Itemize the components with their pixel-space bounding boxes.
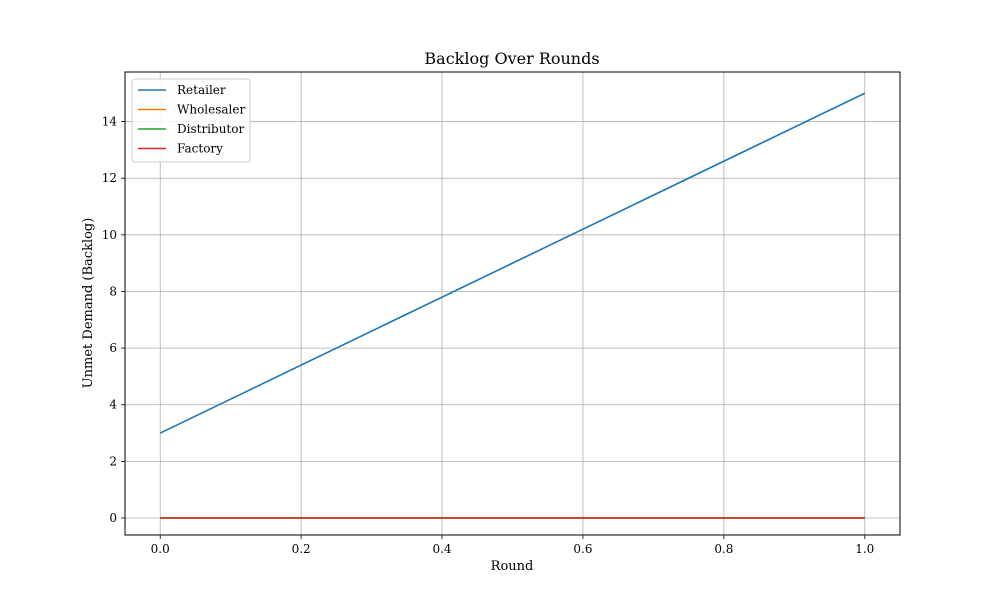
- x-tick-label: 0.6: [573, 542, 592, 556]
- y-axis-ticks: 0 2 4 6 8 10 12 14: [102, 115, 125, 525]
- series-line-retailer: [159, 92, 866, 434]
- legend-box: [131, 78, 251, 163]
- plot-frame: [124, 71, 901, 536]
- legend-label-wholesaler: Wholesaler: [177, 103, 245, 117]
- y-tick-label: 0: [109, 511, 117, 525]
- x-tick-label: 0.0: [151, 542, 170, 556]
- legend-label-factory: Factory: [177, 142, 223, 156]
- y-tick-label: 8: [109, 284, 117, 298]
- x-tick-label: 1.0: [855, 542, 874, 556]
- x-axis-label: Round: [491, 559, 534, 574]
- series-lines: [159, 92, 866, 519]
- x-tick-label: 0.8: [714, 542, 733, 556]
- grid: [125, 72, 900, 535]
- x-axis-ticks: 0.0 0.2 0.4 0.6 0.8 1.0: [151, 535, 874, 556]
- y-tick-label: 2: [109, 454, 117, 468]
- legend: Retailer Wholesaler Distributor Factory: [131, 78, 251, 163]
- x-tick-label: 0.2: [292, 542, 311, 556]
- y-axis-label: Unmet Demand (Backlog): [81, 218, 96, 389]
- y-tick-label: 4: [109, 398, 117, 412]
- y-tick-label: 12: [102, 171, 117, 185]
- y-tick-label: 6: [109, 341, 117, 355]
- legend-label-distributor: Distributor: [177, 122, 244, 136]
- y-tick-label: 10: [102, 228, 117, 242]
- x-tick-label: 0.4: [432, 542, 451, 556]
- y-tick-label: 14: [102, 115, 118, 129]
- chart-title: Backlog Over Rounds: [424, 49, 599, 68]
- legend-label-retailer: Retailer: [177, 83, 226, 97]
